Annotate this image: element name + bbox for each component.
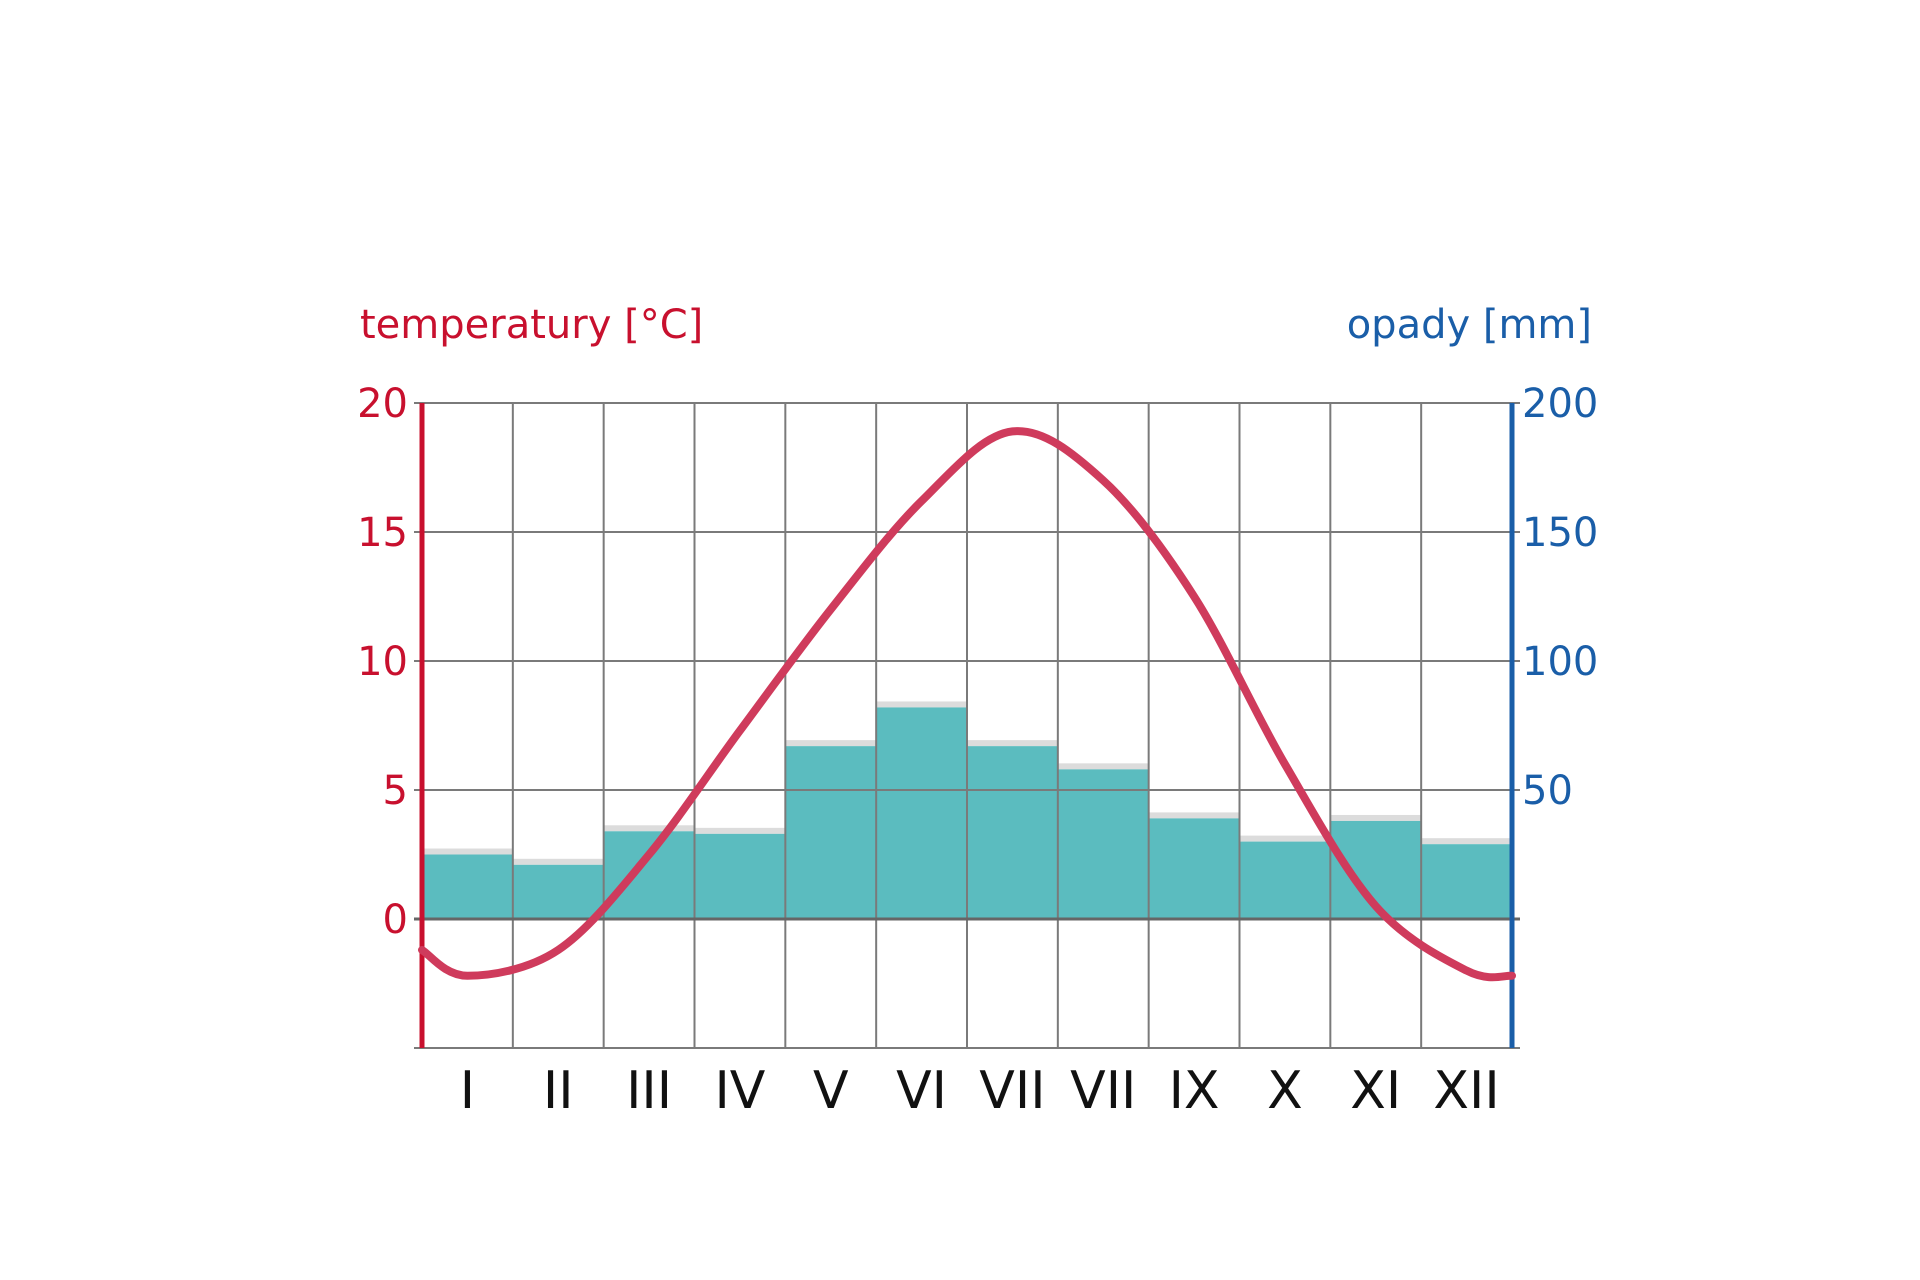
right-axis-title: opady [mm]	[1347, 302, 1592, 348]
bar-shadow	[967, 740, 1058, 747]
bar-shadow	[1148, 812, 1240, 819]
left-tick-label: 5	[383, 768, 408, 814]
bar-shadow	[785, 740, 877, 747]
precipitation-bar	[1057, 769, 1149, 919]
precipitation-bar	[1421, 844, 1512, 919]
right-tick-label: 50	[1522, 768, 1573, 814]
bar-shadow	[876, 701, 967, 708]
month-label: II	[543, 1061, 574, 1121]
precipitation-bar	[422, 854, 513, 919]
month-label: XII	[1433, 1061, 1499, 1121]
left-tick-label: 0	[383, 897, 408, 943]
bar-shadow	[1057, 763, 1149, 770]
month-label: VII	[1070, 1061, 1136, 1121]
precipitation-bar	[785, 746, 877, 919]
month-label: IV	[714, 1061, 765, 1121]
bar-shadow	[603, 825, 695, 832]
precipitation-bar	[1239, 841, 1331, 919]
bar-shadow	[1421, 838, 1512, 845]
precipitation-bar	[603, 831, 695, 919]
left-axis-title: temperatury [°C]	[360, 302, 703, 348]
month-labels: I II III IV V VI VII VII IX X XI XII	[460, 1061, 1500, 1121]
right-tick-label: 150	[1522, 510, 1598, 556]
left-tick-label: 20	[357, 381, 408, 427]
bar-shadow	[1239, 835, 1331, 842]
precipitation-bar	[512, 864, 604, 919]
left-tick-label: 10	[357, 639, 408, 685]
temperature-line	[418, 427, 1516, 982]
bar-shadow	[422, 848, 513, 855]
precipitation-bar	[1148, 818, 1240, 919]
precipitation-bar	[694, 833, 786, 919]
month-label: VII	[979, 1061, 1045, 1121]
month-label: III	[626, 1061, 672, 1121]
right-tick-label: 100	[1522, 639, 1598, 685]
bar-shadow	[1330, 814, 1422, 821]
left-tick-label: 15	[357, 510, 408, 556]
left-axis-ticks: 20 15 10 5 0	[357, 381, 408, 943]
month-label: X	[1267, 1061, 1303, 1121]
grid-lines	[414, 402, 1520, 1049]
month-label: VI	[896, 1061, 947, 1121]
month-label: XI	[1350, 1061, 1401, 1121]
bar-shadow	[694, 827, 786, 834]
month-label: I	[460, 1061, 475, 1121]
precipitation-bars	[422, 701, 1512, 919]
month-label: V	[813, 1061, 849, 1121]
bar-shadow	[512, 858, 604, 865]
precipitation-bar	[967, 746, 1058, 919]
right-tick-label: 200	[1522, 381, 1598, 427]
month-label: IX	[1169, 1061, 1220, 1121]
right-axis-ticks: 200 150 100 50	[1522, 381, 1598, 814]
precipitation-bar	[876, 707, 967, 919]
axes	[419, 403, 1515, 1048]
